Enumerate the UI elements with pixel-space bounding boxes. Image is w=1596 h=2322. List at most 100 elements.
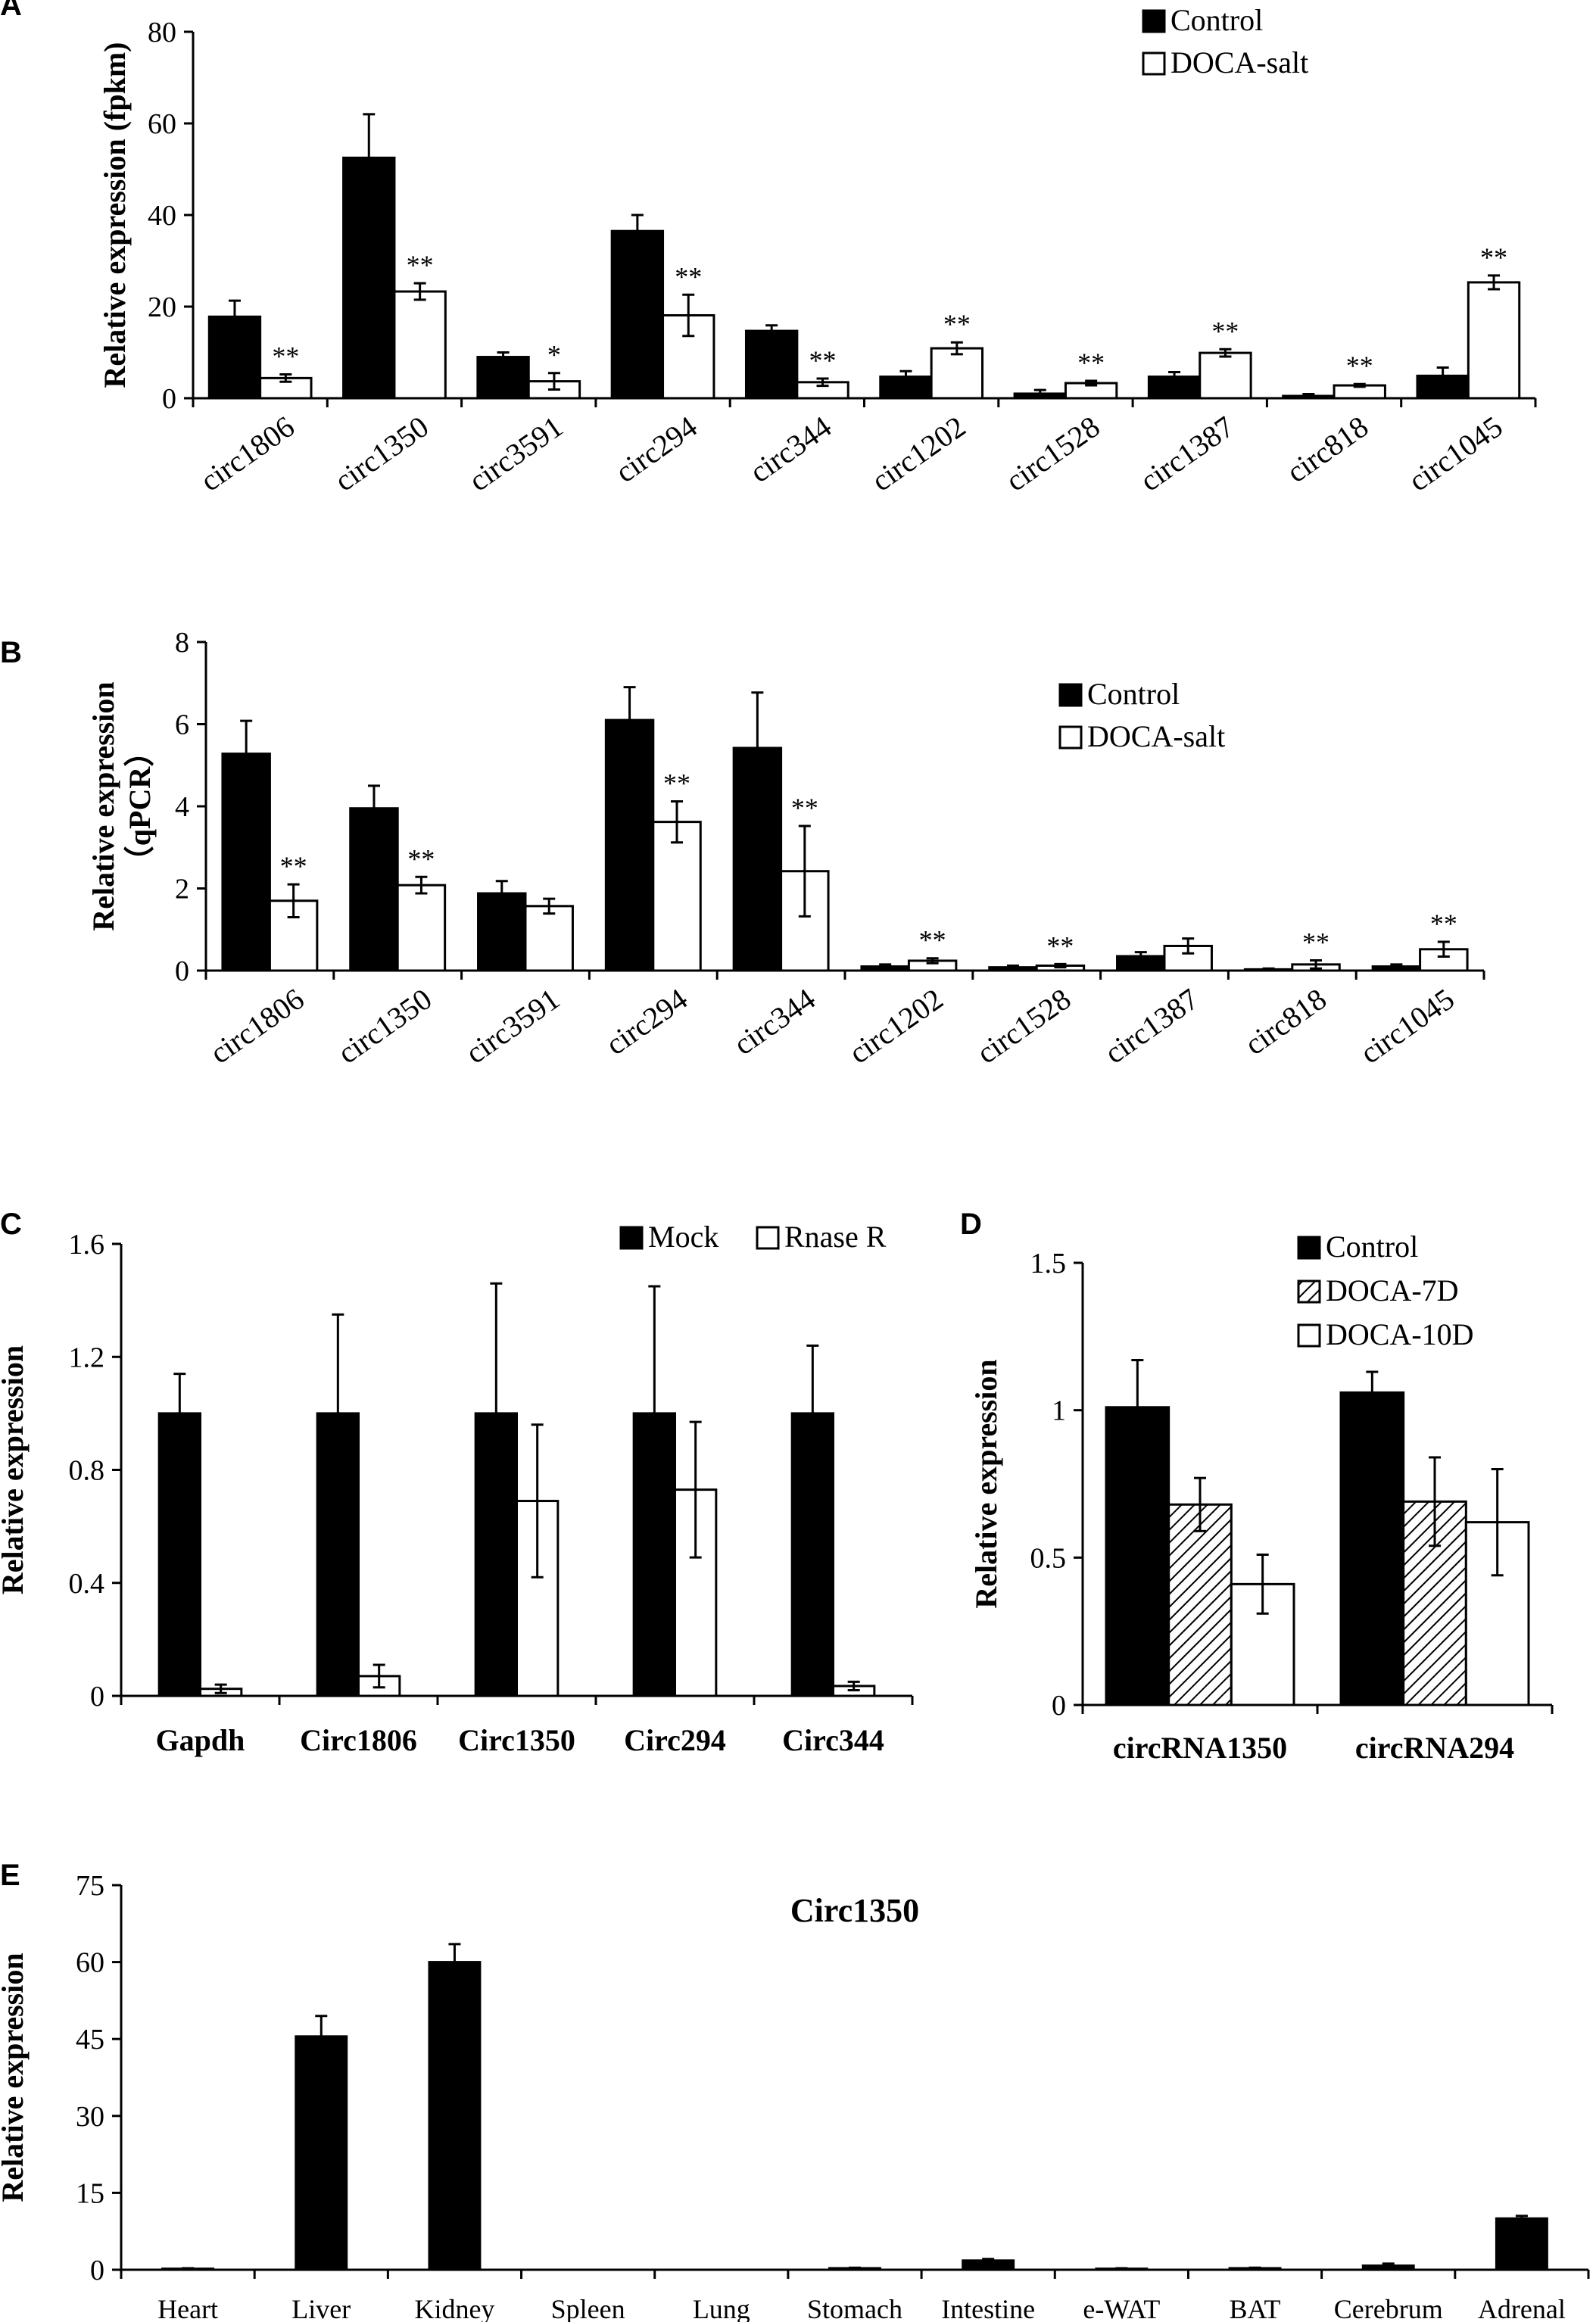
chart-panel-b: 0 2 4 6 8 ** circ1806 ** circ1350 circ3591 ** circ2…	[86, 627, 1485, 1071]
significance-label: **	[663, 768, 690, 798]
bar	[396, 884, 447, 972]
bar	[268, 899, 319, 972]
x-tick-label: Liver	[291, 2294, 351, 2322]
y-axis-title: Relative expression	[969, 1359, 1003, 1608]
bar	[157, 1412, 202, 1697]
y-tick-label: 1.5	[1030, 1248, 1067, 1279]
x-tick-label: Intestine	[941, 2294, 1035, 2322]
legend-label: Control	[1326, 1230, 1418, 1264]
y-tick-label: 0.5	[1030, 1542, 1067, 1574]
legend-label: Mock	[648, 1220, 719, 1254]
legend-label: Control	[1087, 677, 1180, 711]
y-tick-label: 45	[76, 2024, 104, 2056]
legend-swatch	[756, 1226, 780, 1250]
chart-panel-d: 0 0.5 1 1.5 circRNA1350 circRNA294 Relative ex…	[969, 1230, 1554, 1765]
legend-swatch	[1142, 9, 1166, 33]
x-tick-label: Circ344	[782, 1723, 884, 1757]
y-tick-label: 1.2	[69, 1342, 105, 1373]
bar	[221, 753, 271, 972]
legend-label: Control	[1171, 3, 1263, 37]
x-tick-label: circ1806	[194, 410, 300, 498]
y-tick-label: 0	[90, 2255, 104, 2286]
legend-swatch	[1142, 51, 1166, 76]
bar	[477, 892, 527, 972]
bar	[476, 356, 530, 400]
x-tick-label: circ1387	[1099, 982, 1205, 1071]
y-tick-label: 40	[148, 200, 176, 232]
x-tick-label: circRNA294	[1355, 1731, 1514, 1765]
y-tick-label: 0.4	[69, 1568, 105, 1600]
significance-label: **	[1430, 909, 1457, 939]
panel-label-b: B	[0, 636, 22, 669]
x-tick-label: Circ294	[624, 1723, 726, 1757]
y-axis-title: Relative expression	[0, 1953, 30, 2202]
x-tick-label: circRNA1350	[1113, 1731, 1287, 1765]
bar	[744, 329, 799, 400]
chart-panel-a: 0 20 40 60 80 ** circ1806 ** circ1350 * circ3591 **…	[98, 3, 1537, 498]
bar	[428, 1961, 482, 2271]
y-tick-label: 60	[76, 1947, 104, 1979]
x-tick-label: circ344	[728, 982, 821, 1062]
significance-label: **	[675, 261, 702, 291]
bar	[393, 290, 447, 400]
chart-title: Circ1350	[790, 1892, 919, 1929]
legend-label: DOCA-salt	[1087, 719, 1225, 753]
x-tick-label: circ1528	[999, 410, 1105, 498]
bar	[652, 821, 702, 972]
legend-swatch	[1297, 1279, 1321, 1304]
bar	[524, 905, 574, 972]
significance-label: **	[1346, 351, 1373, 381]
y-tick-label: 6	[175, 709, 189, 741]
x-tick-label: circ344	[743, 410, 837, 490]
y-tick-label: 75	[76, 1870, 104, 1902]
significance-label: **	[407, 250, 434, 280]
y-tick-label: 8	[175, 627, 189, 659]
x-tick-label: Stomach	[807, 2294, 902, 2322]
significance-label: *	[547, 340, 561, 370]
x-tick-label: Cerebrum	[1334, 2294, 1443, 2322]
bar	[1495, 2217, 1548, 2271]
y-axis-title: Relative expression	[0, 1345, 30, 1594]
legend-swatch	[1058, 725, 1083, 750]
bar	[349, 807, 399, 972]
x-tick-label: Adrenal	[1478, 2294, 1566, 2322]
x-tick-label: BAT	[1230, 2294, 1281, 2322]
significance-label: **	[791, 793, 818, 823]
y-tick-label: 0	[90, 1681, 104, 1713]
y-tick-label: 60	[148, 108, 176, 140]
bar	[604, 718, 655, 972]
significance-label: **	[809, 345, 837, 376]
bar	[930, 347, 984, 400]
y-tick-label: 0	[1052, 1690, 1066, 1722]
panel-label-a: A	[0, 0, 22, 22]
x-tick-label: circ1387	[1133, 410, 1239, 498]
x-tick-label: Circ1806	[300, 1723, 417, 1757]
chart-panel-e: 0 15 30 45 60 75 Heart Liver Kidney Spleen Lung Sto…	[0, 1870, 1590, 2322]
x-tick-label: circ818	[1239, 982, 1333, 1062]
y-tick-label: 4	[175, 791, 189, 823]
y-tick-label: 15	[76, 2177, 104, 2209]
significance-label: **	[943, 309, 971, 339]
legend-label: DOCA-10D	[1326, 1317, 1474, 1351]
significance-label: **	[919, 925, 946, 955]
significance-label: **	[1302, 927, 1329, 957]
legend-swatch	[1297, 1323, 1321, 1348]
panel-label-c: C	[0, 1208, 22, 1241]
x-tick-label: circ3591	[460, 982, 566, 1071]
bar	[295, 2035, 348, 2271]
x-tick-label: circ1045	[1402, 410, 1508, 498]
x-tick-label: circ1350	[332, 982, 438, 1071]
legend-swatch	[619, 1226, 644, 1250]
y-tick-label: 0	[162, 383, 176, 415]
panel-label-d: D	[960, 1208, 982, 1241]
x-tick-label: circ818	[1280, 410, 1374, 490]
x-tick-label: e-WAT	[1083, 2294, 1160, 2322]
bar	[1339, 1391, 1405, 1706]
x-tick-label: Circ1350	[458, 1723, 575, 1757]
legend-swatch	[1297, 1236, 1321, 1260]
x-tick-label: circ1202	[843, 982, 949, 1071]
y-tick-label: 30	[76, 2101, 104, 2133]
x-tick-label: Gapdh	[156, 1723, 245, 1757]
significance-label: **	[1211, 316, 1239, 346]
